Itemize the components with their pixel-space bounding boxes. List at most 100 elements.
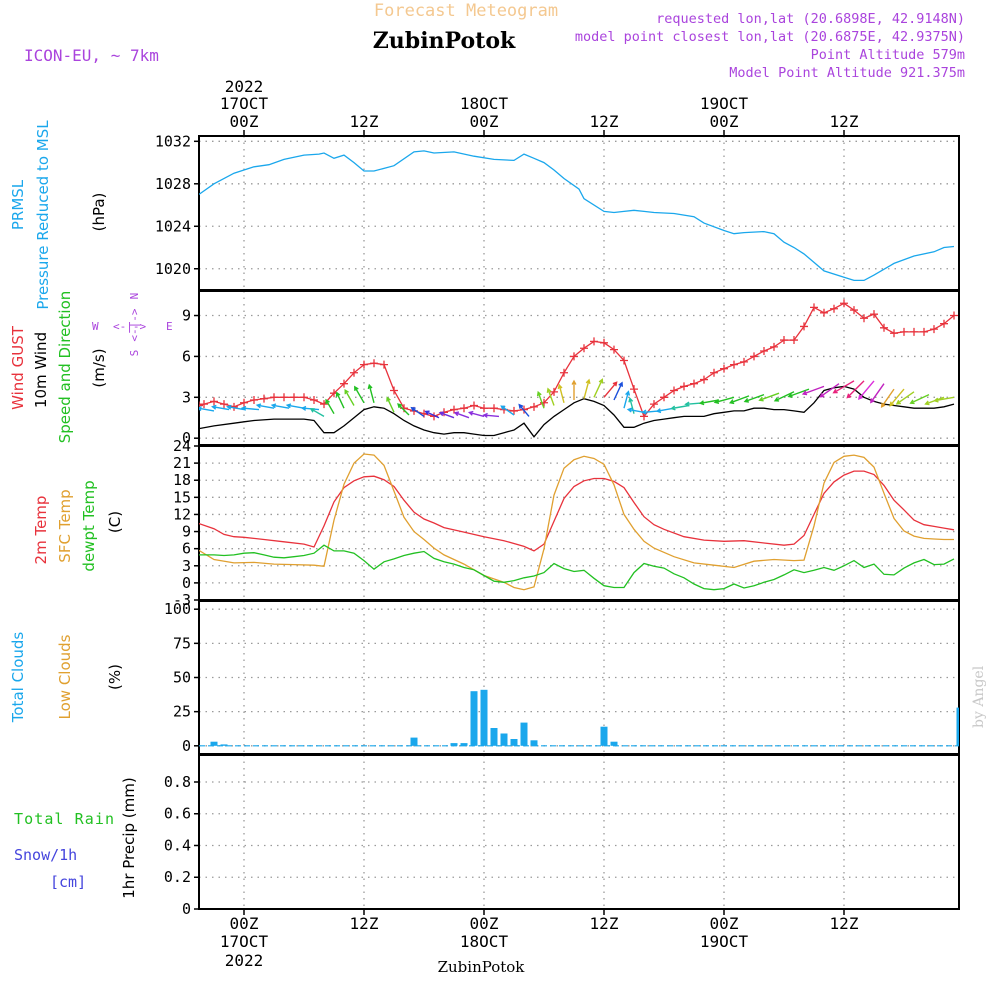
wind-arrow (670, 404, 690, 411)
data-point (610, 345, 618, 354)
data-point (940, 319, 948, 328)
data-point (600, 338, 608, 347)
requested-coords: requested lon,lat (20.6898E, 42.9148N) (656, 11, 965, 27)
time-label-bottom: 17OCT (220, 932, 269, 951)
data-point (480, 404, 488, 413)
model-label: ICON-EU, ~ 7km (24, 46, 159, 65)
data-point (220, 400, 228, 409)
precip-labels: Total Rain Snow/1h [cm] 1hr Precip (mm) (14, 777, 138, 898)
data-point (340, 379, 348, 388)
bar (610, 741, 618, 746)
bar (210, 741, 218, 746)
wind-arrow (728, 395, 750, 405)
ytick-label: 21 (173, 454, 191, 472)
data-point (470, 401, 478, 410)
time-label-top: 18OCT (460, 94, 509, 113)
data-point (360, 360, 368, 369)
data-point (770, 342, 778, 351)
time-label-top: 00Z (470, 112, 499, 131)
wind-arrow (571, 379, 577, 400)
panel-clouds: 0 25 50 75 100 (164, 600, 960, 755)
time-label-top: 00Z (230, 112, 259, 131)
pressure-unit: (hPa) (90, 193, 108, 232)
compass-e: E (166, 320, 173, 333)
panel-frame (198, 754, 960, 910)
wind-arrow (199, 411, 200, 413)
data-point (810, 303, 818, 312)
closest-coords: model point closest lon,lat (20.6875E, 4… (575, 29, 965, 45)
series-group (199, 453, 955, 591)
data-point (240, 398, 248, 407)
wind-label: 10m Wind (32, 332, 50, 408)
data-point (700, 375, 708, 384)
chart-title: ZubinPotok (373, 28, 516, 54)
time-label-top: 12Z (350, 112, 379, 131)
data-point (550, 387, 558, 396)
wind-arrow (453, 411, 470, 419)
data-point (790, 336, 798, 345)
data-point (210, 397, 218, 406)
ytick-label: 0 (182, 737, 191, 755)
data-point (270, 393, 278, 402)
ytick-label: 12 (173, 505, 191, 523)
data-point (730, 360, 738, 369)
wind-arrow (895, 391, 915, 405)
data-point (620, 356, 628, 365)
wind-arrow (626, 407, 645, 413)
ytick-label: 0.6 (164, 805, 191, 823)
data-point (199, 401, 203, 410)
data-point (560, 368, 568, 377)
data-point (930, 325, 938, 334)
temp-labels: 2m Temp SFC Temp dewpt Temp (C) (32, 480, 124, 571)
model-altitude: Model Point Altitude 921.375m (729, 65, 965, 81)
time-label-top: 12Z (590, 112, 619, 131)
ytick-label: 25 (173, 703, 191, 721)
wind-arrow (557, 383, 565, 403)
bar (460, 743, 468, 746)
data-point (660, 393, 668, 402)
wind-arrow (255, 403, 275, 409)
panel-wind: 0 3 6 9 (182, 290, 960, 447)
wind-arrow (270, 403, 290, 409)
time-label-bottom: 12Z (830, 914, 859, 933)
data-point (900, 327, 908, 336)
time-label-top: 00Z (710, 112, 739, 131)
wind-arrow (758, 392, 780, 402)
ytick-label: 100 (164, 600, 191, 618)
wind-arrow (482, 412, 500, 418)
temp2m-label: 2m Temp (32, 496, 50, 565)
wind-arrow (438, 411, 455, 419)
compass-ew-arrows: <-|-> (113, 320, 146, 333)
wind-arrow (500, 405, 515, 416)
wind-arrow (819, 383, 840, 398)
ytick-label: 50 (173, 669, 191, 687)
data-point (860, 314, 868, 323)
ytick-label: 9 (182, 523, 191, 541)
pressure-labels: PRMSL Pressure Reduced to MSL (hPa) (9, 120, 108, 310)
panel-frame (198, 290, 960, 446)
ytick-label: 24 (173, 437, 191, 455)
time-label-bottom: 18OCT (460, 932, 509, 951)
wind-arrow (583, 378, 591, 399)
panel-precip: 0 0.2 0.4 0.6 0.8 (164, 754, 960, 918)
time-label-bottom: 00Z (470, 914, 499, 933)
data-point (590, 337, 598, 346)
data-point (260, 394, 268, 403)
data-point (250, 396, 258, 405)
ytick-label: 0 (182, 900, 191, 918)
ytick-label: -3 (173, 591, 191, 609)
data-point (870, 310, 878, 319)
data-point (320, 400, 328, 409)
data-point (310, 396, 318, 405)
data-point (840, 299, 848, 308)
bar (956, 707, 959, 746)
cloud-labels: Total Clouds Low Clouds (%) (9, 632, 124, 724)
rain-label: Total Rain (14, 810, 114, 828)
series-line (199, 150, 955, 282)
compass-ns-arrows: <-|-> (128, 308, 141, 341)
data-point (760, 346, 768, 355)
ytick-label: 0.4 (164, 836, 191, 854)
data-point (710, 368, 718, 377)
